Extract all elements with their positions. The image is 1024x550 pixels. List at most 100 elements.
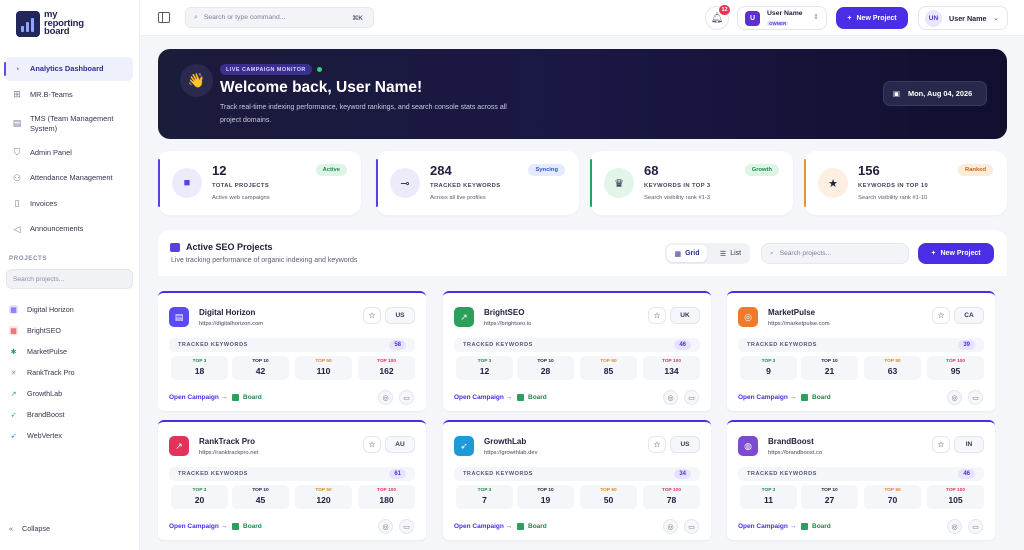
sidebar-project-webvertex[interactable]: ➶ WebVertex	[9, 425, 75, 446]
sidebar-item-invoices[interactable]: ▯ Invoices	[5, 192, 133, 216]
sidebar-project-growthlab[interactable]: ↗ GrowthLab	[9, 383, 75, 404]
stat-subtext: Search visibility rank #1-10	[858, 195, 928, 201]
grid-view-button[interactable]: ▦ Grid	[667, 245, 707, 262]
rank-bucket-value: 162	[379, 366, 394, 376]
board-link[interactable]: Board	[801, 394, 831, 401]
sidebar-project-search-input[interactable]: Search projects...	[6, 269, 133, 289]
project-name[interactable]: BrandBoost	[768, 437, 814, 446]
project-name[interactable]: RankTrack Pro	[199, 437, 256, 446]
open-campaign-link[interactable]: Open Campaign →	[738, 523, 797, 530]
project-url[interactable]: https://brandboost.co	[768, 450, 823, 456]
open-campaign-link[interactable]: Open Campaign →	[454, 394, 513, 401]
sidebar-project-brightseo[interactable]: ▦ BrightSEO	[9, 320, 75, 341]
rank-bucket-label: TOP 100	[376, 359, 397, 364]
open-campaign-link[interactable]: Open Campaign →	[454, 523, 513, 530]
board-link[interactable]: Board	[801, 523, 831, 530]
board-link[interactable]: Board	[232, 394, 262, 401]
shortcut-hint: ⌘K	[352, 14, 363, 22]
settings-icon[interactable]: ◎	[663, 519, 678, 534]
rank-buckets: TOP 3 12 TOP 10 28 TOP 50 85 TOP 100 134	[454, 356, 700, 380]
welcome-subtitle: Track real-time indexing performance, ke…	[220, 104, 507, 124]
sidebar-project-digital-horizon[interactable]: ▦ Digital Horizon	[9, 299, 75, 320]
project-name[interactable]: BrightSEO	[484, 308, 525, 317]
star-icon[interactable]: ☆	[363, 436, 381, 453]
stat-accent-bar	[804, 159, 806, 207]
board-link[interactable]: Board	[517, 394, 547, 401]
target-icon: ◎	[738, 307, 758, 327]
sidebar-item-attendance[interactable]: ⚇ Attendance Management	[5, 166, 133, 190]
list-view-button[interactable]: ☰ List	[713, 245, 748, 262]
settings-icon[interactable]: ◎	[663, 390, 678, 405]
archive-icon[interactable]: ▭	[399, 390, 414, 405]
rank-bucket-value: 50	[603, 495, 614, 505]
rank-bucket-top3: TOP 3 12	[456, 356, 513, 380]
sidebar-item-announcements[interactable]: ◁ Announcements	[5, 217, 133, 241]
list-icon: ☰	[719, 250, 727, 258]
project-name[interactable]: GrowthLab	[484, 437, 527, 446]
project-url[interactable]: https://growthlab.dev	[484, 450, 538, 456]
role-badge: OWNER	[767, 20, 789, 26]
sidebar-project-marketpulse[interactable]: ✱ MarketPulse	[9, 341, 75, 362]
chart-icon: ▦	[9, 305, 18, 314]
bell-icon[interactable]: 🔔︎	[705, 6, 729, 30]
sidebar-toggle-icon[interactable]	[158, 12, 170, 23]
sidebar-item-teams[interactable]: ⊞ MR.B-Teams	[5, 83, 133, 107]
tracked-keywords-row: TRACKED KEYWORDS 46	[738, 467, 984, 481]
archive-icon[interactable]: ▭	[684, 390, 699, 405]
archive-icon[interactable]: ▭	[684, 519, 699, 534]
rank-bucket-top10: TOP 10 19	[517, 485, 574, 509]
view-toggle: ▦ Grid ☰ List	[665, 243, 750, 264]
open-campaign-link[interactable]: Open Campaign →	[169, 394, 228, 401]
project-url[interactable]: https://ranktrackpro.net	[199, 450, 259, 456]
rank-bucket-value: 27	[824, 495, 835, 505]
sidebar-project-brandboost[interactable]: ➶ BrandBoost	[9, 404, 75, 425]
sidebar-item-analytics-dashboard[interactable]: ◔ Analytics Dashboard	[5, 57, 133, 81]
stat-value: 68	[644, 163, 659, 178]
rank-bucket-value: 63	[887, 366, 898, 376]
rank-bucket-value: 12	[479, 366, 490, 376]
user-menu[interactable]: UN User Name ⌄	[918, 6, 1008, 30]
board-link[interactable]: Board	[232, 523, 262, 530]
sidebar-project-ranktrack-pro[interactable]: ✕ RankTrack Pro	[9, 362, 75, 383]
new-project-button[interactable]: + New Project	[918, 243, 994, 264]
settings-icon[interactable]: ◎	[378, 519, 393, 534]
date-label: Mon, Aug 04, 2026	[907, 89, 973, 98]
sidebar-item-tms[interactable]: ▤ TMS (Team Management System)	[5, 108, 133, 139]
collapse-button[interactable]: « Collapse	[9, 524, 50, 533]
project-url[interactable]: https://marketpulse.com	[768, 321, 830, 327]
app-logo[interactable]: my reporting board	[16, 10, 84, 37]
star-icon[interactable]: ☆	[363, 307, 381, 324]
archive-icon[interactable]: ▭	[968, 519, 983, 534]
tracked-keywords-row: TRACKED KEYWORDS 34	[454, 467, 700, 481]
open-campaign-link[interactable]: Open Campaign →	[169, 523, 228, 530]
stat-label: TOTAL PROJECTS	[212, 183, 270, 189]
settings-icon[interactable]: ◎	[378, 390, 393, 405]
rank-buckets: TOP 3 20 TOP 10 45 TOP 50 120 TOP 100 18…	[169, 485, 415, 509]
archive-icon[interactable]: ▭	[968, 390, 983, 405]
rank-bucket-label: TOP 10	[821, 488, 838, 493]
star-icon[interactable]: ☆	[648, 436, 666, 453]
date-display: ▣ Mon, Aug 04, 2026	[883, 81, 987, 106]
archive-icon[interactable]: ▭	[399, 519, 414, 534]
settings-icon[interactable]: ◎	[947, 519, 962, 534]
project-url[interactable]: https://brightseo.io	[484, 321, 532, 327]
project-name[interactable]: Digital Horizon	[199, 308, 256, 317]
new-project-button[interactable]: + New Project	[836, 7, 908, 29]
command-search-input[interactable]: ⌕ Search or type command... ⌘K	[185, 7, 374, 28]
project-search-input[interactable]: ⌕ Search projects...	[761, 243, 909, 264]
board-link[interactable]: Board	[517, 523, 547, 530]
star-icon[interactable]: ☆	[932, 307, 950, 324]
sidebar-item-admin-panel[interactable]: ⛉ Admin Panel	[5, 141, 133, 165]
project-url[interactable]: https://digitalhorizon.com	[199, 321, 264, 327]
plus-icon: +	[931, 250, 936, 257]
star-icon[interactable]: ☆	[648, 307, 666, 324]
rank-bucket-top10: TOP 10 21	[801, 356, 858, 380]
project-name[interactable]: MarketPulse	[768, 308, 816, 317]
open-campaign-link[interactable]: Open Campaign →	[738, 394, 797, 401]
settings-icon[interactable]: ◎	[947, 390, 962, 405]
workspace-switcher[interactable]: U User Name OWNER ⇕	[737, 6, 827, 30]
star-icon[interactable]: ☆	[932, 436, 950, 453]
tracked-keywords-count: 39	[958, 340, 975, 350]
live-status-dot	[317, 67, 322, 72]
board-label: Board	[812, 523, 831, 530]
